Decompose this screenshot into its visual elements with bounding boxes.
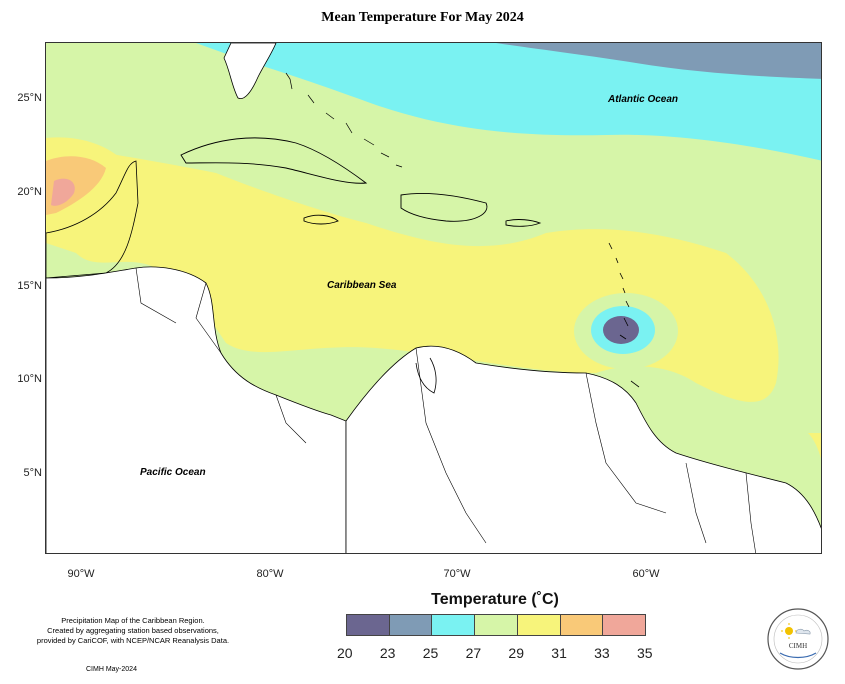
coast-yucatan xyxy=(46,160,139,279)
footer-credit: CIMH May-2024 xyxy=(86,666,137,673)
lon-tick-70w: 70°W xyxy=(443,568,471,580)
legend-swatch xyxy=(560,615,604,635)
band-29-31-east xyxy=(808,433,821,460)
lon-tick-90w: 90°W xyxy=(67,568,95,580)
lat-tick-5n: 5°N xyxy=(23,467,42,479)
anomaly-core xyxy=(603,316,639,344)
lat-tick-25n: 25°N xyxy=(17,92,42,104)
legend-swatch xyxy=(603,615,646,635)
footer-line: Created by aggregating station based obs… xyxy=(47,626,219,635)
footer-line: provided by CariCOF, with NCEP/NCAR Rean… xyxy=(36,636,230,645)
lat-tick-10n: 10°N xyxy=(17,373,42,385)
coast-lesser-antilles xyxy=(608,242,640,388)
map-canvas xyxy=(46,43,821,553)
coast-bahamas xyxy=(285,72,403,168)
land-florida xyxy=(223,43,277,100)
coast-maracaibo xyxy=(415,357,437,394)
cimh-logo: CIMH xyxy=(767,608,829,670)
legend-tick-label: 23 xyxy=(379,645,396,661)
coast-jamaica xyxy=(303,214,339,225)
wave-icon xyxy=(779,652,817,659)
logo-text: CIMH xyxy=(789,642,807,650)
lon-tick-60w: 60°W xyxy=(632,568,660,580)
legend-colorbar xyxy=(346,614,646,636)
legend-tick-label: 29 xyxy=(508,645,524,661)
legend-title: Temperature (˚C) xyxy=(431,591,559,608)
band-33-35-gulf xyxy=(51,178,75,206)
coast-puerto-rico xyxy=(505,219,542,227)
map-title: Mean Temperature For May 2024 xyxy=(321,10,524,25)
legend-tick-label: 27 xyxy=(465,645,482,661)
temperature-map: Atlantic Ocean Caribbean Sea Pacific Oce… xyxy=(45,42,822,554)
land-south-america xyxy=(345,345,821,553)
lon-tick-80w: 80°W xyxy=(256,568,284,580)
legend-swatch xyxy=(432,615,476,635)
legend-tick-label: 25 xyxy=(422,645,439,661)
legend-tick-label: 35 xyxy=(637,645,653,661)
legend-swatch xyxy=(347,615,390,635)
country-borders xyxy=(135,267,756,553)
band-25-27-atlantic xyxy=(196,43,821,161)
legend-swatch xyxy=(389,615,433,635)
footer-description: Precipitation Map of the Caribbean Regio… xyxy=(8,616,258,646)
label-atlantic-ocean: Atlantic Ocean xyxy=(608,94,679,105)
footer-line: Precipitation Map of the Caribbean Regio… xyxy=(61,616,205,625)
sun-icon xyxy=(785,627,793,635)
coast-hispaniola xyxy=(400,193,488,222)
legend-tick-label: 33 xyxy=(594,645,610,661)
label-pacific-ocean: Pacific Ocean xyxy=(140,467,206,478)
legend-tick-label: 31 xyxy=(551,645,567,661)
lat-tick-15n: 15°N xyxy=(17,280,42,292)
cloud-icon xyxy=(795,628,811,635)
land-central-america xyxy=(46,266,347,553)
label-caribbean-sea: Caribbean Sea xyxy=(327,280,397,291)
lat-tick-20n: 20°N xyxy=(17,186,42,198)
coast-cuba xyxy=(180,137,368,184)
legend-swatch xyxy=(517,615,561,635)
band-23-25-atlantic xyxy=(496,43,821,79)
legend-tick-label: 20 xyxy=(337,645,353,661)
legend-swatch xyxy=(475,615,518,635)
